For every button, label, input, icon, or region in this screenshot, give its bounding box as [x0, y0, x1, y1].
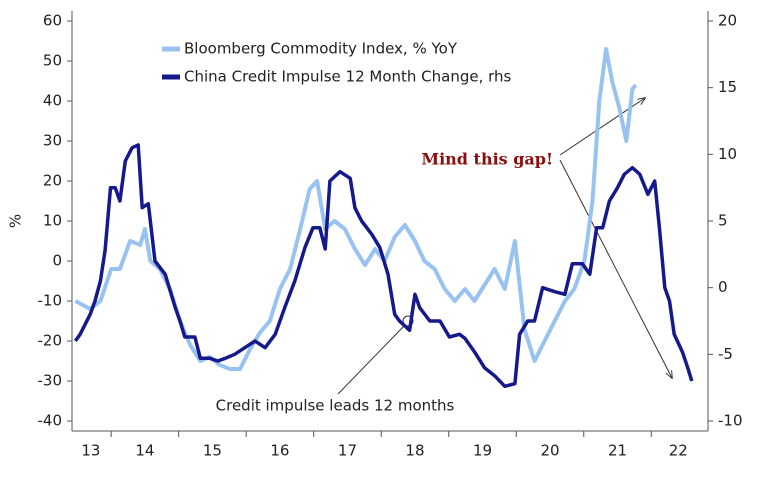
y-tick-label: -30 [38, 372, 63, 390]
y-tick-label: 50 [43, 52, 62, 70]
y-tick-label: -20 [38, 332, 63, 350]
y-tick-label: -10 [38, 292, 63, 310]
x-tick-label: 21 [608, 442, 627, 460]
x-tick-label: 14 [135, 442, 154, 460]
annotation: Mind this gap! [421, 150, 553, 169]
y2-tick-label: 10 [718, 145, 737, 163]
y-tick-label: 60 [43, 12, 62, 30]
y-tick-label: -40 [38, 412, 63, 430]
y-tick-label: 10 [43, 212, 62, 230]
y2-tick-label: -5 [718, 345, 733, 363]
x-tick-label: 13 [81, 442, 100, 460]
y-tick-label: 0 [52, 252, 62, 270]
legend-label: China Credit Impulse 12 Month Change, rh… [184, 68, 512, 86]
annotation-line [337, 325, 405, 395]
y-tick-label: 40 [43, 92, 62, 110]
y2-tick-label: 5 [718, 212, 728, 230]
y-tick-label: 30 [43, 132, 62, 150]
legend-label: Bloomberg Commodity Index, % YoY [184, 40, 458, 58]
x-tick-label: 16 [270, 442, 289, 460]
arrow [559, 159, 672, 378]
x-tick-label: 20 [540, 442, 559, 460]
x-tick-label: 15 [203, 442, 222, 460]
x-tick-label: 19 [473, 442, 492, 460]
y2-tick-label: 15 [718, 78, 737, 96]
y2-tick-label: 20 [718, 12, 737, 30]
x-tick-label: 17 [338, 442, 357, 460]
x-tick-label: 18 [405, 442, 424, 460]
y2-tick-label: 0 [718, 278, 728, 296]
y-tick-label: 20 [43, 172, 62, 190]
x-tick-label: 22 [669, 442, 688, 460]
annotation-circle [402, 315, 414, 327]
y2-tick-label: -10 [718, 412, 743, 430]
annotation: Credit impulse leads 12 months [216, 397, 455, 415]
y-axis-label: % [7, 214, 25, 228]
series-line [73, 143, 694, 389]
